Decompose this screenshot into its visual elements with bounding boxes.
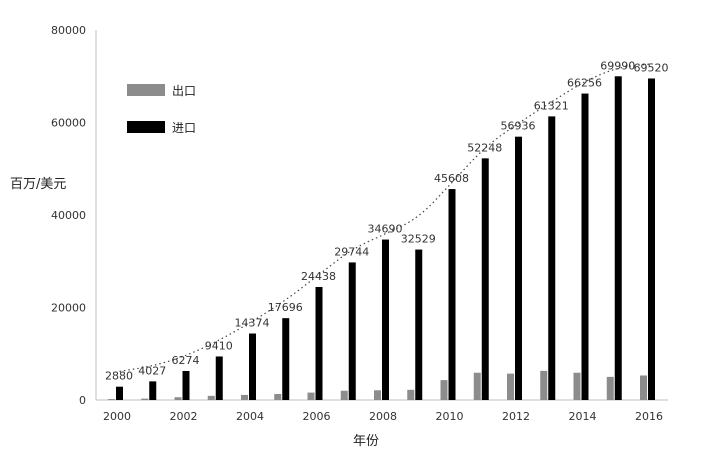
data-label: 52248 [467, 141, 502, 154]
bar-export [174, 397, 182, 400]
y-tick-label: 80000 [51, 24, 86, 37]
bar-import [348, 262, 356, 400]
y-tick-label: 60000 [51, 117, 86, 130]
x-tick-label: 2016 [635, 410, 663, 423]
x-tick-label: 2002 [170, 410, 198, 423]
x-tick-label: 2006 [303, 410, 331, 423]
bar-export [573, 372, 581, 400]
x-ticks: 2000 2002 2004 2006 2008 2010 2012 2014 2016 [103, 410, 663, 423]
data-label: 69990 [600, 59, 635, 72]
bar-import [282, 318, 290, 400]
bar-import [249, 333, 256, 400]
data-label: 32529 [401, 233, 436, 246]
data-label: 29744 [334, 245, 369, 258]
bar-import [548, 116, 556, 400]
bar-import [448, 189, 456, 400]
y-tick-label: 0 [79, 394, 86, 407]
bars [108, 76, 655, 400]
bar-export [407, 389, 415, 400]
bar-export [141, 398, 149, 400]
bar-import [614, 76, 622, 400]
bar-import [648, 78, 655, 400]
bar-import [515, 136, 522, 400]
bar-import [581, 93, 589, 400]
legend: 出口 进口 [127, 84, 196, 135]
trendline [119, 63, 652, 372]
bar-export [606, 376, 614, 400]
bar-import [382, 239, 389, 400]
bar-import [182, 370, 190, 400]
y-tick-label: 20000 [51, 302, 86, 315]
y-tick-label: 40000 [51, 209, 86, 222]
bar-import [315, 286, 323, 400]
data-label: 17696 [268, 301, 303, 314]
y-ticks: 0 20000 40000 60000 80000 [51, 24, 86, 407]
legend-label-export: 出口 [172, 84, 196, 98]
bar-import [215, 356, 223, 400]
bar-export [108, 399, 115, 400]
x-tick-label: 2004 [236, 410, 264, 423]
data-label: 2880 [105, 370, 133, 383]
x-tick-label: 2000 [103, 410, 131, 423]
bar-import [116, 386, 123, 400]
data-label: 14374 [235, 317, 270, 330]
data-label: 56936 [501, 120, 536, 133]
y-axis-title: 百万/美元 [10, 177, 66, 192]
data-label: 69520 [634, 61, 669, 74]
bar-export [440, 380, 448, 400]
bar-export [340, 390, 348, 400]
legend-label-import: 进口 [172, 121, 196, 135]
bar-import [481, 158, 489, 400]
x-tick-label: 2010 [436, 410, 464, 423]
bar-import [149, 381, 157, 400]
bar-import [415, 249, 423, 400]
bar-export [507, 373, 514, 400]
data-label: 9410 [205, 339, 233, 352]
x-tick-label: 2008 [369, 410, 397, 423]
bar-export [540, 370, 548, 400]
bar-export [640, 375, 647, 400]
bar-export [374, 390, 381, 400]
bar-export [307, 392, 315, 400]
legend-swatch-import [127, 121, 165, 133]
x-tick-label: 2014 [569, 410, 597, 423]
data-label: 34690 [368, 223, 403, 236]
legend-swatch-export [127, 84, 165, 96]
bar-export [274, 393, 282, 400]
bar-export [241, 394, 248, 400]
data-label: 4027 [138, 364, 166, 377]
bar-export [473, 372, 481, 400]
data-label: 45608 [434, 172, 469, 185]
data-label: 24438 [301, 270, 336, 283]
data-label: 6274 [172, 354, 200, 367]
x-tick-label: 2012 [502, 410, 530, 423]
trend-line [119, 63, 652, 372]
data-label: 66256 [567, 77, 602, 90]
x-axis-title: 年份 [353, 434, 379, 449]
bar-export [207, 395, 215, 400]
data-label: 61321 [534, 99, 569, 112]
